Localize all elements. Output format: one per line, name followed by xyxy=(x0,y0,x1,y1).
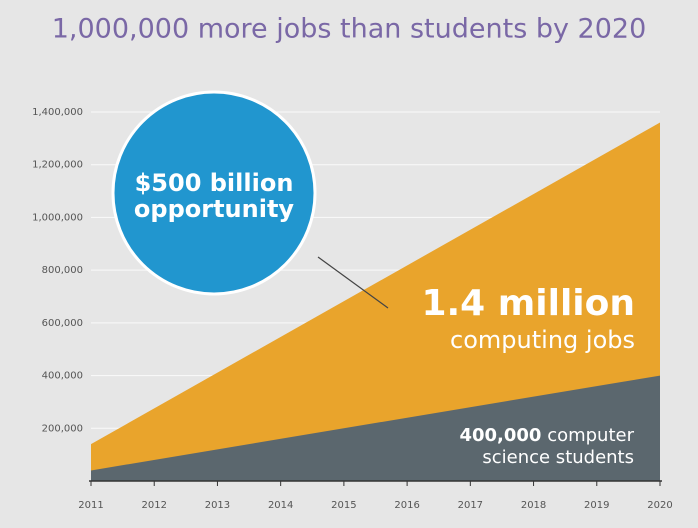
chart-title: 1,000,000 more jobs than students by 202… xyxy=(52,14,647,45)
callout-line xyxy=(317,256,389,309)
y-tick-label: 400,000 xyxy=(42,371,83,382)
x-tick-label: 2012 xyxy=(141,500,166,511)
circle-label: $500 billion xyxy=(135,169,294,197)
students-label: 400,000 computer xyxy=(459,425,634,446)
annotations: $500 billion opportunity 1.4 million com… xyxy=(111,90,635,468)
y-tick-label: 1,200,000 xyxy=(32,160,83,171)
x-tick-label: 2020 xyxy=(647,500,672,511)
area xyxy=(91,375,660,481)
students-label: science students xyxy=(482,447,634,468)
opportunity-circle xyxy=(111,90,317,296)
y-tick-label: 600,000 xyxy=(42,318,83,329)
area xyxy=(91,122,660,482)
x-tick-label: 2016 xyxy=(394,500,419,511)
y-tick-label: 800,000 xyxy=(42,265,83,276)
jobs-label: 1.4 million xyxy=(421,283,635,324)
y-tick-label: 1,000,000 xyxy=(32,212,83,223)
x-tick-label: 2019 xyxy=(584,500,609,511)
circle-label: opportunity xyxy=(134,195,295,223)
students-text: computer xyxy=(547,425,634,446)
y-tick-label: 1,400,000 xyxy=(32,107,83,118)
y-tick-label: 200,000 xyxy=(42,423,83,434)
x-tick-label: 2011 xyxy=(78,500,103,511)
x-tick-label: 2015 xyxy=(331,500,356,511)
x-tick-label: 2014 xyxy=(268,500,293,511)
x-tick-label: 2017 xyxy=(458,500,483,511)
students-number: 400,000 xyxy=(459,425,541,446)
x-tick-label: 2018 xyxy=(521,500,546,511)
plot-area: 200,000 400,000 600,000 800,000 1,000,000 1,2… xyxy=(32,107,673,511)
x-tick-label: 2013 xyxy=(205,500,230,511)
jobs-label: computing jobs xyxy=(450,326,635,354)
